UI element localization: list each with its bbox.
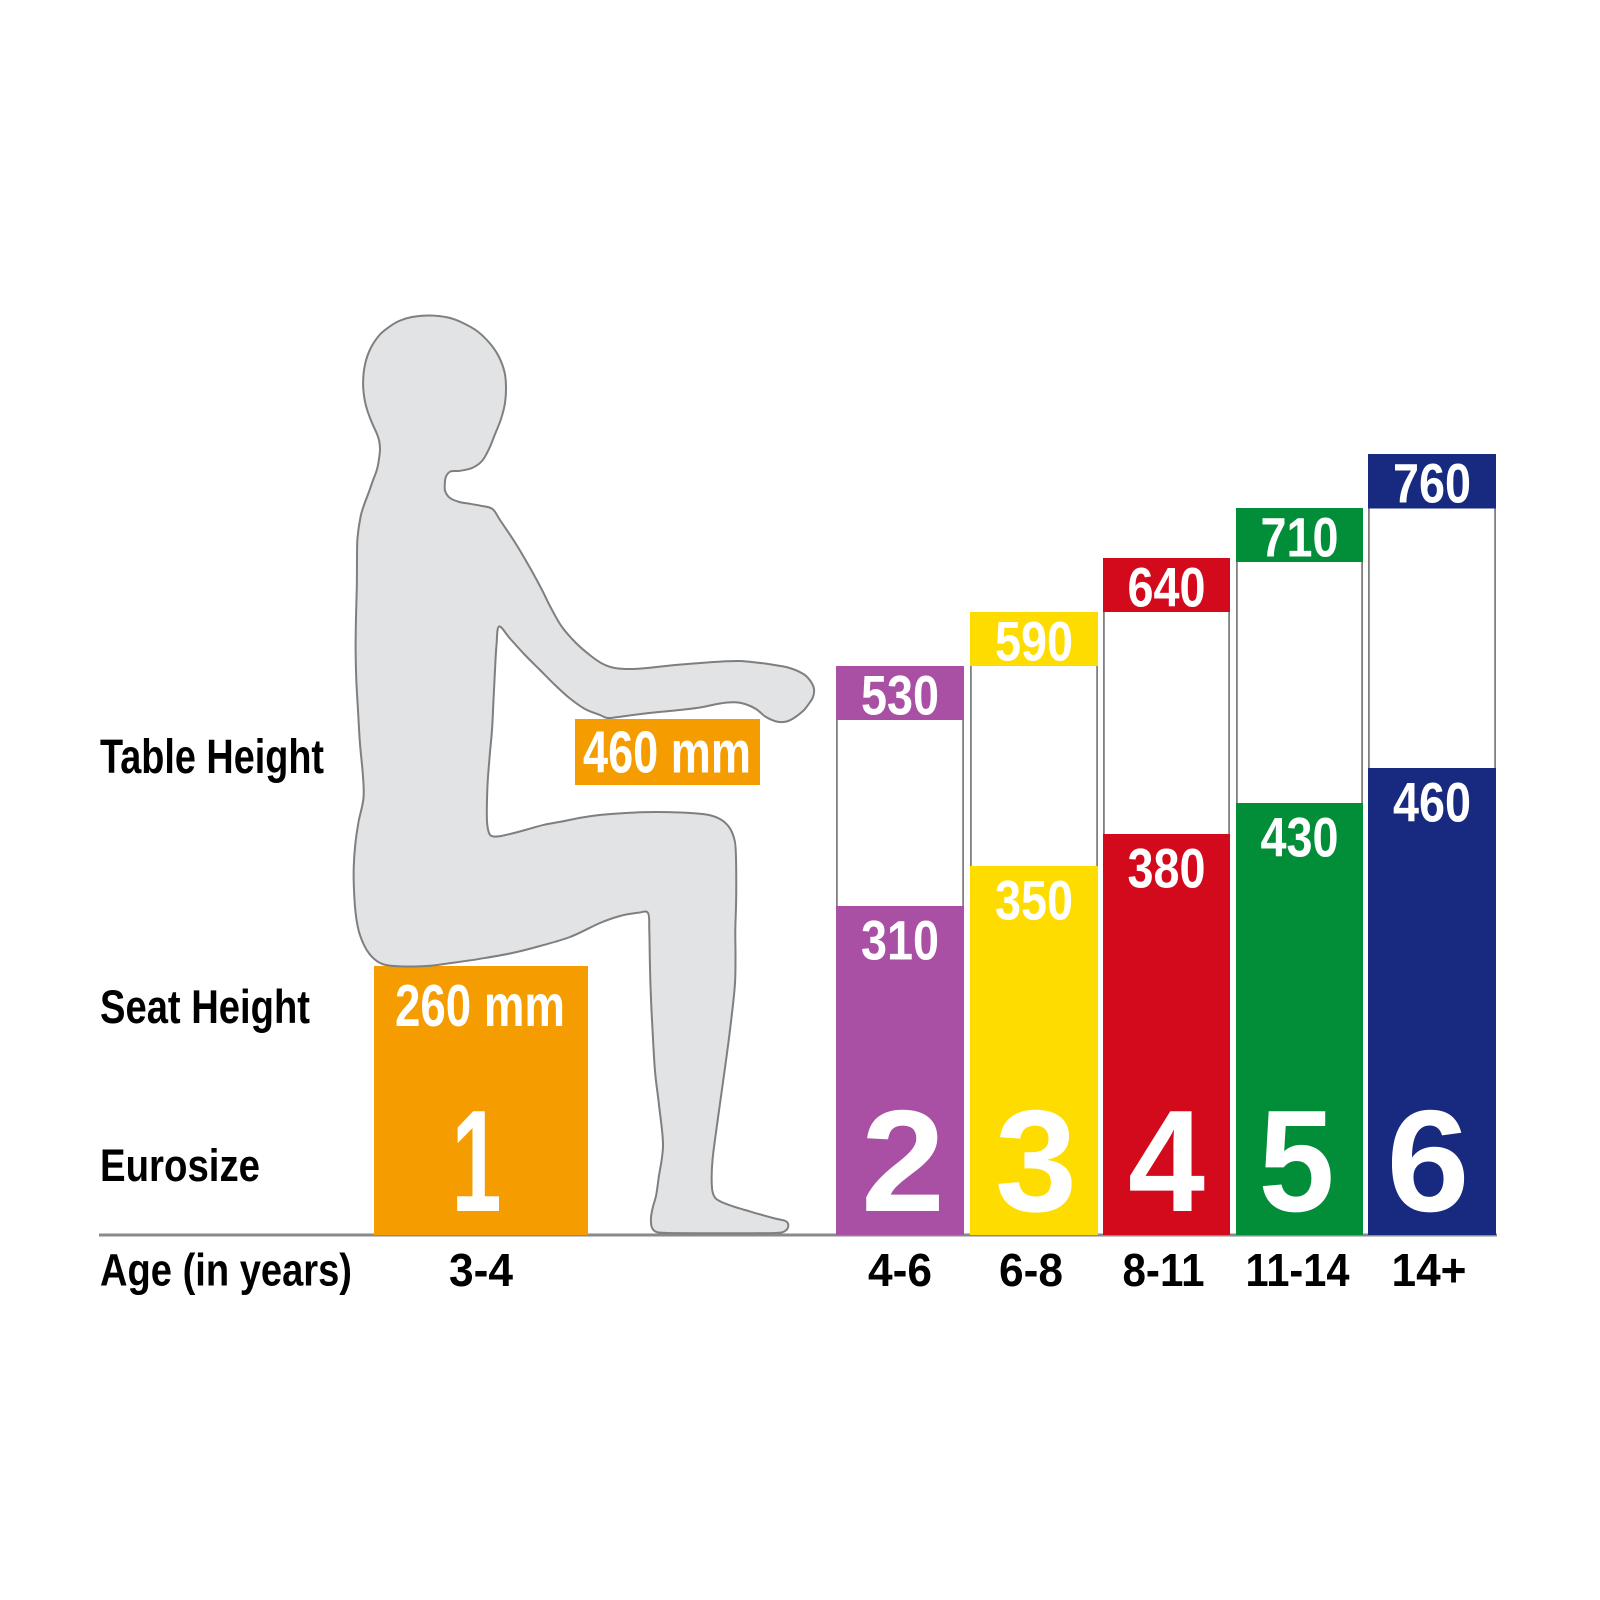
- svg-text:460 mm: 460 mm: [583, 719, 751, 786]
- svg-text:4: 4: [1128, 1080, 1205, 1242]
- svg-text:6: 6: [1387, 1080, 1470, 1242]
- svg-text:460: 460: [1393, 771, 1471, 834]
- svg-text:760: 760: [1393, 452, 1471, 515]
- svg-text:3-4: 3-4: [449, 1244, 513, 1296]
- svg-text:14+: 14+: [1392, 1244, 1467, 1296]
- svg-text:430: 430: [1261, 806, 1339, 869]
- svg-text:8-11: 8-11: [1123, 1244, 1205, 1296]
- svg-text:11-14: 11-14: [1246, 1244, 1350, 1296]
- svg-text:710: 710: [1261, 506, 1339, 569]
- svg-text:1: 1: [452, 1080, 502, 1242]
- svg-text:380: 380: [1128, 837, 1206, 900]
- svg-text:2: 2: [861, 1080, 945, 1242]
- svg-text:530: 530: [861, 664, 939, 727]
- svg-text:640: 640: [1128, 556, 1206, 619]
- svg-text:5: 5: [1259, 1080, 1335, 1242]
- svg-text:Seat Height: Seat Height: [100, 980, 310, 1033]
- svg-text:Eurosize: Eurosize: [100, 1140, 260, 1191]
- svg-text:6-8: 6-8: [999, 1244, 1063, 1296]
- svg-text:260 mm: 260 mm: [395, 972, 565, 1039]
- svg-text:310: 310: [861, 909, 939, 972]
- svg-text:Age (in years): Age (in years): [100, 1245, 352, 1296]
- svg-text:Table Height: Table Height: [100, 731, 324, 784]
- svg-text:590: 590: [995, 610, 1073, 673]
- svg-text:3: 3: [995, 1080, 1077, 1242]
- svg-text:350: 350: [995, 869, 1073, 932]
- svg-text:4-6: 4-6: [868, 1244, 932, 1296]
